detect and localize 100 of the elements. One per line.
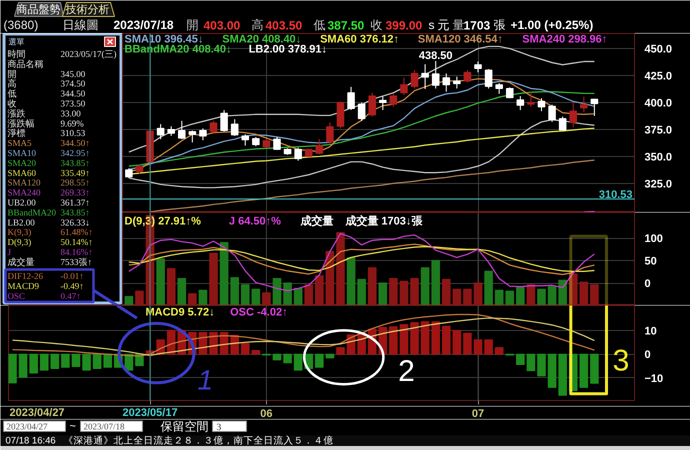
- annotation: 438.50: [418, 50, 453, 62]
- category-label: 成交量: [8, 256, 34, 267]
- text: 61.48%↑: [60, 227, 93, 238]
- text: 《深港通》北上全日流走２８．３億，南下全日流入５．４億: [64, 434, 334, 446]
- text: +1.00 (+0.25%): [510, 18, 594, 32]
- category-label: LB2.00: [8, 217, 36, 228]
- category-label: 漲跌幅: [8, 118, 34, 128]
- x-tick-label: 07: [472, 408, 484, 420]
- text: 33.00: [60, 108, 81, 118]
- x-tick-label: 2023/05/17: [122, 407, 178, 419]
- text: 399.00: [386, 18, 423, 32]
- annotation: SMA120 346.54↑: [418, 34, 503, 46]
- text: 技術分析: [64, 4, 110, 16]
- category-label: K(9,3): [8, 227, 32, 238]
- text: 361.37↑: [60, 198, 90, 208]
- text: 保留空間: [160, 420, 208, 434]
- text: 343.85↑: [60, 207, 90, 218]
- text: 344.50: [60, 88, 86, 99]
- annotation: SMA60 376.12↑: [320, 34, 399, 46]
- text: 310.53: [60, 128, 86, 138]
- text: 269.33↑: [60, 188, 90, 198]
- y-tick-label: 50: [644, 256, 657, 268]
- text: 1703: [464, 18, 491, 32]
- text: ~: [70, 420, 76, 432]
- text: 345.00: [60, 68, 86, 79]
- annotation: 成交量: [299, 214, 334, 228]
- text: 373.50: [60, 98, 86, 108]
- annotation: OSC -4.02↑: [230, 306, 288, 318]
- text: 9.69%: [60, 118, 84, 128]
- y-tick-label: 325.0: [644, 178, 672, 190]
- text: 403.00: [204, 18, 241, 32]
- y-tick-label: 375.0: [644, 124, 672, 136]
- text: 量: [452, 18, 464, 32]
- text: (3680): [4, 18, 38, 32]
- y-tick-label: 0: [644, 278, 651, 290]
- annotation: 2: [398, 355, 415, 388]
- text: 0.47↑: [60, 290, 81, 301]
- text: 343.85↑: [60, 158, 90, 168]
- category-label: 開: [8, 68, 16, 79]
- category-label: 低: [8, 88, 16, 99]
- x-tick-label: 06: [260, 408, 273, 420]
- text: -0.01↑: [60, 271, 84, 281]
- text: 元: [438, 18, 450, 32]
- ref-line-label: 310.53: [598, 188, 633, 201]
- text: 387.50: [328, 18, 365, 32]
- annotation: SMA240 298.96↑: [522, 34, 608, 46]
- text: 商品盤勢: [16, 3, 60, 16]
- text: 3: [612, 344, 630, 378]
- category-label: 收: [8, 98, 16, 108]
- y-tick-label: 100: [644, 233, 663, 246]
- annotation: SMA20 408.40↓: [222, 34, 302, 46]
- annotation: J 64.50↑%: [228, 216, 282, 228]
- text: 2023/04/27: [10, 407, 65, 419]
- category-label: 淨標: [8, 128, 26, 138]
- text: -0.49↑: [60, 280, 84, 291]
- category-label: SMA240: [8, 188, 42, 198]
- annotation: LB2.00 378.91↓: [248, 44, 327, 56]
- category-label: 高: [8, 78, 16, 89]
- text: 2023/07/18: [114, 18, 174, 32]
- text: 3: [216, 423, 222, 433]
- text: 張: [494, 18, 506, 32]
- text: 403.50: [266, 18, 303, 32]
- text: 日線圖: [62, 18, 98, 32]
- annotation: 成交量 1703↓張: [344, 214, 424, 228]
- text: 344.50↑: [60, 138, 90, 148]
- annotation: 1: [197, 364, 213, 396]
- text: s: [428, 18, 434, 32]
- text: 07/18 16:46: [6, 435, 56, 446]
- category-label: SMA120: [8, 178, 42, 188]
- text: 2023/05/17(三): [60, 49, 116, 59]
- text: 50.14%↑: [60, 237, 93, 248]
- text: 2023/04/27: [6, 422, 48, 432]
- text: 2023/07/18: [84, 422, 125, 432]
- y-tick-label: 425.0: [644, 70, 672, 83]
- category-label: 漲跌: [8, 108, 26, 118]
- category-label: DIF12-26: [8, 271, 44, 281]
- text: 326.33↓: [60, 217, 90, 228]
- category-label: SMA20: [8, 158, 37, 168]
- text: 低: [314, 18, 326, 32]
- text: 84.16%↑: [60, 247, 93, 257]
- y-tick-label: 450.0: [644, 44, 672, 56]
- category-label: 商品名稱: [8, 58, 44, 69]
- category-label: SMA60: [8, 168, 37, 178]
- text: 374.50: [60, 78, 86, 89]
- text: 7533張↑: [60, 256, 92, 267]
- y-tick-label: 350.0: [644, 151, 672, 164]
- category-label: BBandMA20: [8, 207, 56, 218]
- category-label: SMA5: [8, 138, 32, 148]
- text: 高: [252, 18, 264, 32]
- text: 298.55↑: [60, 178, 90, 188]
- text: 收: [370, 18, 382, 32]
- y-tick-label: −10: [644, 372, 664, 385]
- category-label: 時間: [8, 49, 26, 59]
- category-label: J: [8, 247, 12, 257]
- category-label: MACD9: [8, 280, 40, 291]
- text: 選單: [8, 38, 24, 46]
- category-label: D(9,3): [8, 237, 32, 248]
- category-label: SMA10: [8, 148, 37, 158]
- text: 335.49↑: [60, 168, 90, 178]
- text: 開: [186, 18, 198, 32]
